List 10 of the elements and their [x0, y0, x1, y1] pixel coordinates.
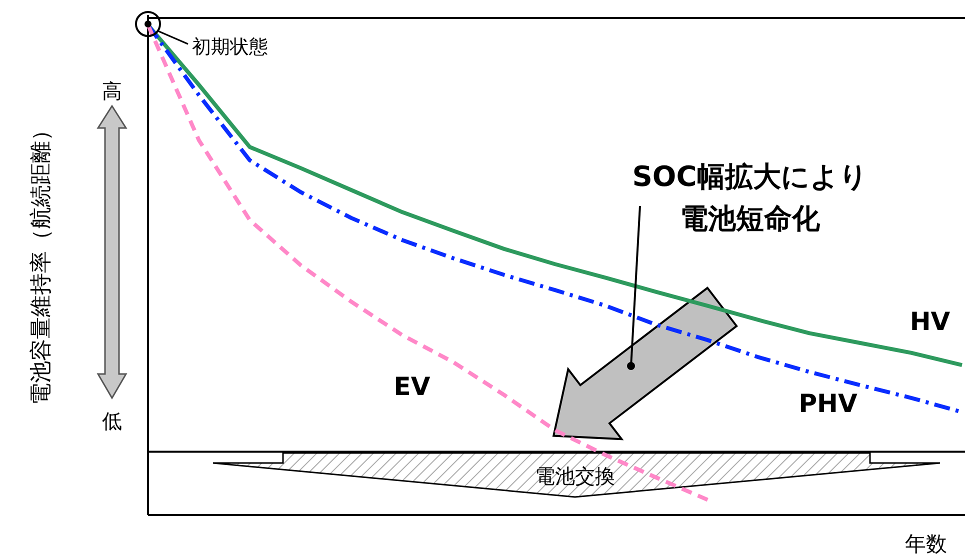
annotation: SOC幅拡大により電池短命化	[632, 160, 868, 235]
text: 高	[102, 79, 122, 103]
y-axis-title: 電池容量維持率（航続距離）	[29, 119, 54, 405]
series-label: EV	[394, 372, 431, 401]
ref-line-label: 電池交換	[535, 464, 615, 488]
annotation: 初期状態	[192, 36, 268, 58]
x-axis-title: 年数	[905, 532, 947, 556]
series-label: HV	[910, 307, 951, 336]
series-label: PHV	[798, 389, 858, 418]
text: 低	[102, 409, 122, 433]
